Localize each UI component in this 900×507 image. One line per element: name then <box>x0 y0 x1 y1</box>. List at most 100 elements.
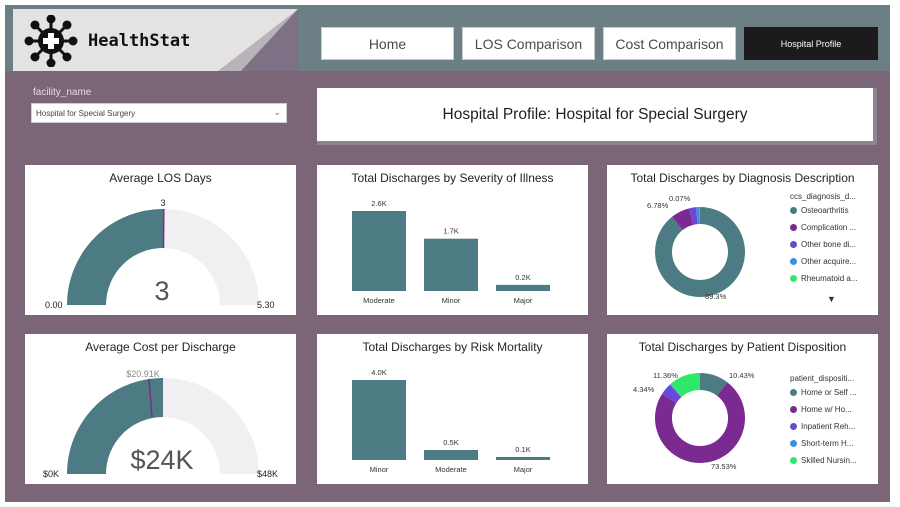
mortality-data-label: 0.5K <box>443 438 458 447</box>
mortality-data-label: 0.1K <box>515 445 530 454</box>
mortality-category-label: Moderate <box>435 465 467 474</box>
facility-select-value: Hospital for Special Surgery <box>36 108 136 118</box>
diagnosis-legend-swatch <box>790 224 797 231</box>
filter-label: facility_name <box>33 87 92 98</box>
diagnosis-legend-label: Other bone di... <box>801 240 857 249</box>
disposition-donut-chart: 11.36% 10.43% 4.34% 73.53% <box>633 371 755 471</box>
mortality-bar[interactable] <box>424 450 478 460</box>
disposition-slice[interactable] <box>670 373 701 398</box>
diagnosis-legend-item[interactable]: Other bone di... <box>790 240 856 249</box>
medical-cross-icon <box>24 15 78 67</box>
disposition-legend-label: Short-term H... <box>801 439 854 448</box>
cost-gauge: $20.91K $24K $0K $48K <box>43 369 278 479</box>
diagnosis-legend-label: Other acquire... <box>801 257 857 266</box>
disposition-legend-swatch <box>790 389 797 396</box>
diagnosis-legend-swatch <box>790 258 797 265</box>
mortality-bar[interactable] <box>496 457 550 460</box>
logo: HealthStat <box>13 9 298 71</box>
mortality-bar[interactable] <box>352 380 406 460</box>
diagnosis-legend-label: Rheumatoid a... <box>801 274 858 283</box>
severity-category-label: Major <box>514 296 533 305</box>
cost-gauge-card[interactable]: Average Cost per Discharge $20.91K $24K … <box>25 334 296 484</box>
disposition-slice[interactable] <box>661 384 682 404</box>
mortality-chart-card[interactable]: Total Discharges by Risk Mortality 4.0K M… <box>317 334 588 484</box>
cost-target-label: $20.91K <box>126 369 160 379</box>
diagnosis-legend-item[interactable]: Complication ... <box>790 223 856 232</box>
disposition-pct-label: 11.36% <box>653 371 678 380</box>
los-value: 3 <box>154 276 169 306</box>
mortality-category-label: Major <box>514 465 533 474</box>
profile-title: Hospital Profile: Hospital for Special S… <box>317 88 877 145</box>
disposition-legend-item[interactable]: Inpatient Reh... <box>790 422 855 431</box>
los-card-title: Average LOS Days <box>109 171 212 185</box>
los-gauge-card[interactable]: Average LOS Days 3 3 0.00 5.30 <box>25 165 296 315</box>
diagnosis-legend-swatch <box>790 275 797 282</box>
diagnosis-slice[interactable] <box>672 208 694 231</box>
nav-hospital-profile-button[interactable]: Hospital Profile <box>744 27 878 60</box>
disposition-legend-item[interactable]: Home w/ Ho... <box>790 405 852 414</box>
diagnosis-chart-card[interactable]: Total Discharges by Diagnosis Descriptio… <box>607 165 878 315</box>
disposition-card-title: Total Discharges by Patient Disposition <box>638 340 847 354</box>
cost-card-title: Average Cost per Discharge <box>85 340 236 354</box>
disposition-legend-swatch <box>790 440 797 447</box>
diagnosis-legend-title: ccs_diagnosis_d... <box>790 192 856 201</box>
cost-gauge-fill <box>67 378 163 474</box>
los-gauge: 3 3 0.00 5.30 <box>45 198 275 310</box>
top-strip <box>0 0 900 5</box>
facility-select[interactable]: Hospital for Special Surgery ⌄ <box>31 103 287 123</box>
disposition-legend-swatch <box>790 457 797 464</box>
nav-cost-comparison-button[interactable]: Cost Comparison <box>603 27 736 60</box>
diagnosis-pct-label: 0.07% <box>669 194 691 203</box>
severity-bar[interactable] <box>424 238 478 291</box>
disposition-slice[interactable] <box>655 382 745 463</box>
disposition-legend-item[interactable]: Home or Self ... <box>790 388 857 397</box>
cost-gauge-target <box>148 378 153 418</box>
nav-home-button[interactable]: Home <box>321 27 454 60</box>
mortality-card-title: Total Discharges by Risk Mortality <box>362 340 543 354</box>
severity-card-title: Total Discharges by Severity of Illness <box>351 171 554 185</box>
diagnosis-legend-item[interactable]: Rheumatoid a... <box>790 274 857 283</box>
disposition-pct-label: 73.53% <box>711 462 737 471</box>
diagnosis-legend-label: Complication ... <box>801 223 857 232</box>
disposition-legend-item[interactable]: Short-term H... <box>790 439 853 448</box>
severity-bar[interactable] <box>496 284 550 291</box>
diagnosis-slice[interactable] <box>655 207 745 297</box>
mortality-category-label: Minor <box>370 465 389 474</box>
diagnosis-donut-chart: 6.78%0.07% 89.3% <box>647 194 745 301</box>
cost-min: $0K <box>43 469 59 479</box>
mortality-data-label: 4.0K <box>371 368 386 377</box>
severity-data-label: 2.6K <box>371 199 386 208</box>
disposition-legend-swatch <box>790 423 797 430</box>
severity-data-label: 1.7K <box>443 227 458 236</box>
disposition-slice[interactable] <box>699 373 728 397</box>
diagnosis-pct-label: 89.3% <box>705 292 727 301</box>
app-title: HealthStat <box>88 31 191 51</box>
diagnosis-slice[interactable] <box>689 207 698 225</box>
disposition-pct-label: 10.43% <box>729 371 755 380</box>
disposition-slice[interactable] <box>669 383 682 398</box>
diagnosis-legend-item[interactable]: Other acquire... <box>790 257 856 266</box>
disposition-legend-label: Home or Self ... <box>801 388 857 397</box>
severity-bar[interactable] <box>352 211 406 291</box>
disposition-legend-item[interactable]: Skilled Nursin... <box>790 456 857 465</box>
severity-category-label: Moderate <box>363 296 395 305</box>
disposition-chart-card[interactable]: Total Discharges by Patient Disposition … <box>607 334 878 484</box>
diagnosis-pct-label: 6.78% <box>647 201 669 210</box>
caret-down-icon[interactable]: ▼ <box>827 294 836 304</box>
los-max: 5.30 <box>257 300 275 310</box>
disposition-legend-swatch <box>790 406 797 413</box>
diagnosis-legend-item[interactable]: Osteoarthritis <box>790 206 849 215</box>
disposition-legend-label: Skilled Nursin... <box>801 456 857 465</box>
disposition-legend-label: Inpatient Reh... <box>801 422 856 431</box>
diagnosis-legend-label: Osteoarthritis <box>801 206 849 215</box>
nav-los-comparison-button[interactable]: LOS Comparison <box>462 27 595 60</box>
los-min: 0.00 <box>45 300 63 310</box>
disposition-pct-label: 4.34% <box>633 385 655 394</box>
report-canvas: HealthStat Home LOS Comparison Cost Comp… <box>5 5 890 502</box>
cost-max: $48K <box>257 469 278 479</box>
severity-chart-card[interactable]: Total Discharges by Severity of Illness … <box>317 165 588 315</box>
mortality-bar-chart: 4.0K Minor 0.5K Moderate 0.1K Major <box>352 368 550 474</box>
diagnosis-legend-swatch <box>790 241 797 248</box>
chevron-down-icon[interactable]: ⌄ <box>273 107 281 117</box>
los-target-label: 3 <box>160 198 165 208</box>
